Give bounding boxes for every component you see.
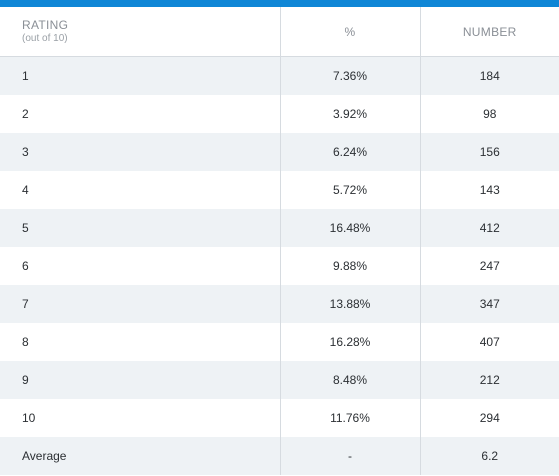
header-row: RATING (out of 10) % NUMBER: [0, 7, 559, 57]
cell-percent: 11.76%: [280, 399, 421, 437]
table-header: RATING (out of 10) % NUMBER: [0, 7, 559, 57]
cell-number: 184: [420, 56, 559, 95]
cell-number: 347: [420, 285, 559, 323]
cell-number: 407: [420, 323, 559, 361]
cell-number: 143: [420, 171, 559, 209]
rating-header-sublabel: (out of 10): [22, 32, 68, 44]
table-row: 2 3.92% 98: [0, 95, 559, 133]
cell-percent: 3.92%: [280, 95, 421, 133]
cell-number: 98: [420, 95, 559, 133]
cell-number: 212: [420, 361, 559, 399]
table-row: 9 8.48% 212: [0, 361, 559, 399]
table-row: 5 16.48% 412: [0, 209, 559, 247]
table-row: 7 13.88% 347: [0, 285, 559, 323]
cell-rating: 9: [0, 361, 281, 399]
cell-rating: 6: [0, 247, 281, 285]
table-row: 4 5.72% 143: [0, 171, 559, 209]
cell-percent: 13.88%: [280, 285, 421, 323]
cell-rating: 10: [0, 399, 281, 437]
cell-percent: 16.28%: [280, 323, 421, 361]
table-row: 8 16.28% 407: [0, 323, 559, 361]
cell-percent: 7.36%: [280, 56, 421, 95]
cell-rating: 3: [0, 133, 281, 171]
cell-rating: 1: [0, 56, 281, 95]
cell-percent: 5.72%: [280, 171, 421, 209]
cell-rating: 2: [0, 95, 281, 133]
cell-percent: 9.88%: [280, 247, 421, 285]
table-row: 6 9.88% 247: [0, 247, 559, 285]
cell-rating: 7: [0, 285, 281, 323]
cell-percent: -: [280, 437, 421, 475]
cell-percent: 8.48%: [280, 361, 421, 399]
cell-number: 412: [420, 209, 559, 247]
table-body: 1 7.36% 184 2 3.92% 98 3 6.24% 156 4 5.72% 143 5 16.4…: [0, 56, 559, 475]
column-header-percent: %: [280, 7, 421, 57]
cell-rating: 8: [0, 323, 281, 361]
cell-rating: 5: [0, 209, 281, 247]
column-header-number: NUMBER: [420, 7, 559, 57]
table-row: 10 11.76% 294: [0, 399, 559, 437]
cell-number: 247: [420, 247, 559, 285]
cell-percent: 6.24%: [280, 133, 421, 171]
rating-header-label: RATING: [22, 17, 69, 32]
cell-rating: Average: [0, 437, 281, 475]
cell-number: 156: [420, 133, 559, 171]
column-header-rating: RATING (out of 10): [0, 7, 281, 57]
accent-top-bar: [0, 0, 559, 7]
cell-percent: 16.48%: [280, 209, 421, 247]
cell-number: 294: [420, 399, 559, 437]
table-row: 3 6.24% 156: [0, 133, 559, 171]
cell-number: 6.2: [420, 437, 559, 475]
table-row: Average -6.2: [0, 437, 559, 475]
ratings-table: RATING (out of 10) % NUMBER 1 7.36% 184 2 3.…: [0, 7, 559, 475]
table-row: 1 7.36% 184: [0, 56, 559, 95]
cell-rating: 4: [0, 171, 281, 209]
